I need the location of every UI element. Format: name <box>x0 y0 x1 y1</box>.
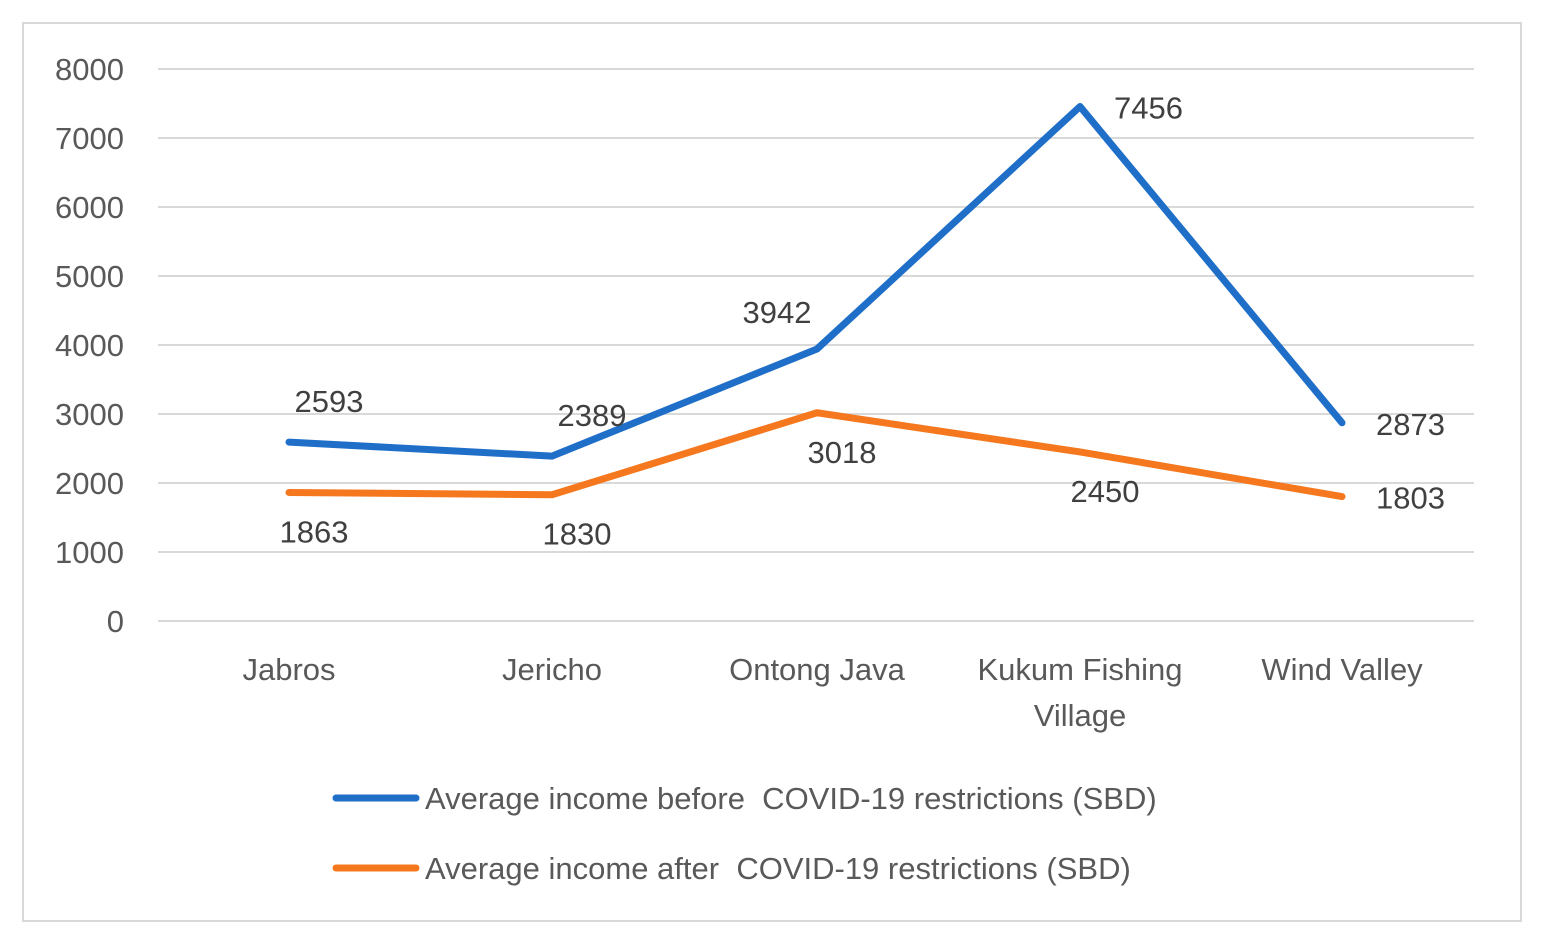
y-tick-label-4000: 4000 <box>55 328 124 363</box>
y-tick-label-3000: 3000 <box>55 397 124 432</box>
x-tick-label-line: Ontong Java <box>729 652 906 687</box>
x-tick-label-line: Wind Valley <box>1261 652 1423 687</box>
data-label-s1-0: 1863 <box>280 514 349 549</box>
data-label-s0-4: 2873 <box>1376 407 1445 442</box>
data-label-s1-3: 2450 <box>1071 474 1140 509</box>
chart-frame <box>22 22 1522 922</box>
x-tick-label-line: Jabros <box>242 652 335 687</box>
data-label-s1-2: 3018 <box>808 435 877 470</box>
data-label-s0-2: 3942 <box>743 295 812 330</box>
y-tick-label-0: 0 <box>107 604 124 639</box>
y-axis-ticks: 0 1000 2000 3000 4000 5000 6000 7000 8000 <box>55 52 124 639</box>
legend-label-0: Average income before COVID-19 restricti… <box>425 781 1157 816</box>
x-tick-label-3: Kukum Fishing Village <box>977 652 1182 733</box>
data-label-s0-3: 7456 <box>1114 91 1183 126</box>
y-tick-label-8000: 8000 <box>55 52 124 87</box>
data-label-s1-1: 1830 <box>543 517 612 552</box>
x-tick-label-line: Jericho <box>502 652 602 687</box>
legend-label-1: Average income after COVID-19 restrictio… <box>425 851 1131 886</box>
x-tick-label-2: Ontong Java <box>729 652 906 687</box>
x-tick-label-0: Jabros <box>242 652 335 687</box>
y-tick-label-1000: 1000 <box>55 535 124 570</box>
data-label-s0-1: 2389 <box>558 398 627 433</box>
y-tick-label-7000: 7000 <box>55 121 124 156</box>
series-lines <box>285 103 1346 501</box>
x-tick-label-1: Jericho <box>502 652 602 687</box>
x-tick-label-line: Village <box>1034 698 1127 733</box>
data-label-s1-4: 1803 <box>1376 481 1445 516</box>
gridlines <box>158 68 1474 622</box>
series-line-0 <box>285 103 1346 460</box>
y-tick-label-5000: 5000 <box>55 259 124 294</box>
data-labels: 2593 2389 3942 7456 2873 1863 1830 3018 2450 1803 <box>280 91 1445 552</box>
data-label-s0-0: 2593 <box>295 384 364 419</box>
legend: Average income before COVID-19 restricti… <box>332 781 1157 886</box>
y-tick-label-2000: 2000 <box>55 466 124 501</box>
x-axis-ticks: Jabros Jericho Ontong Java Kukum Fishing Vil… <box>242 652 1423 733</box>
y-tick-label-6000: 6000 <box>55 190 124 225</box>
x-tick-label-line: Kukum Fishing <box>977 652 1182 687</box>
series-line-1 <box>285 409 1346 501</box>
x-tick-label-4: Wind Valley <box>1261 652 1423 687</box>
